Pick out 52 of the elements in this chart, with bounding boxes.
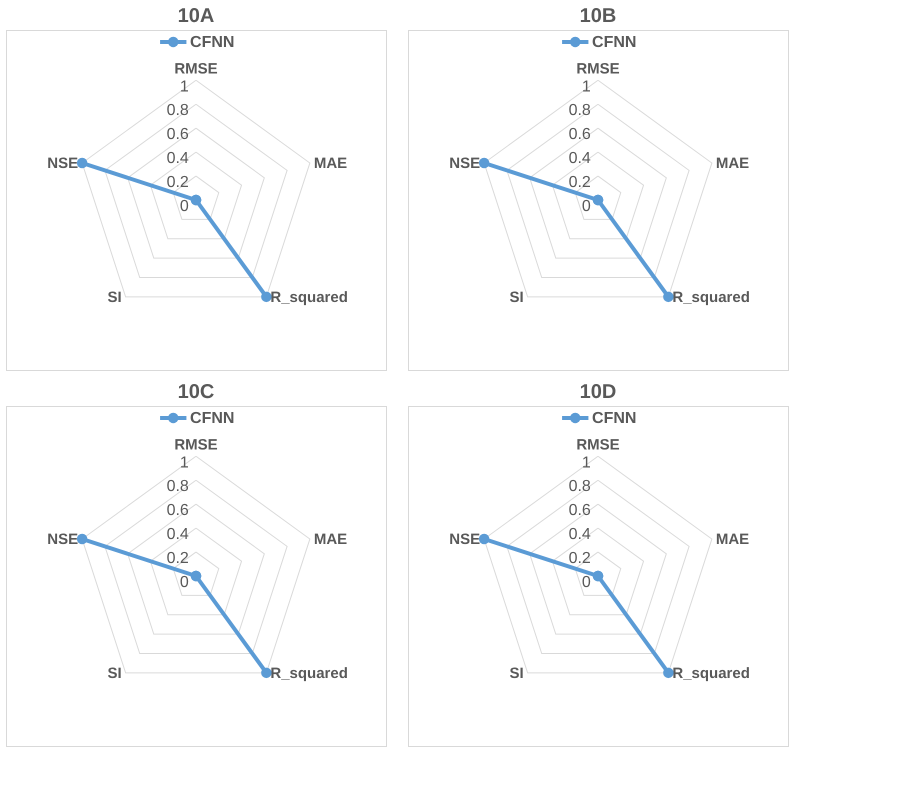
legend-label: CFNN xyxy=(592,410,636,427)
y-tick-label: 1 xyxy=(180,78,189,96)
spoke-label: MAE xyxy=(314,531,348,548)
spoke-label: MAE xyxy=(716,531,750,548)
spoke-label: NSE xyxy=(449,531,480,548)
spoke-label: R_squared xyxy=(672,664,750,682)
y-tick-label: 0.4 xyxy=(166,526,189,544)
y-tick-label: 0 xyxy=(180,198,189,215)
spoke-label: R_squared xyxy=(270,288,348,306)
spoke-label: R_squared xyxy=(270,664,348,682)
spoke-label: RMSE xyxy=(174,60,218,78)
spoke-label: R_squared xyxy=(672,288,750,306)
y-tick-label: 0.8 xyxy=(568,102,591,120)
legend-label: CFNN xyxy=(190,34,234,51)
y-tick-label: 0.4 xyxy=(568,150,591,168)
spoke-label: NSE xyxy=(47,155,78,172)
y-tick-label: 0.6 xyxy=(568,126,591,144)
y-tick-label: 1 xyxy=(180,454,189,472)
spoke-label: MAE xyxy=(314,155,348,172)
spoke-label: SI xyxy=(509,664,524,682)
spoke-label: SI xyxy=(509,288,524,306)
spoke-label: RMSE xyxy=(576,436,620,454)
chart-title: 10C xyxy=(178,381,214,403)
chart-title: 10B xyxy=(580,5,616,27)
spoke-label: NSE xyxy=(47,531,78,548)
spoke-label: RMSE xyxy=(174,436,218,454)
spoke-label: SI xyxy=(107,288,122,306)
y-tick-label: 1 xyxy=(582,78,591,96)
y-tick-label: 0.4 xyxy=(166,150,189,168)
y-tick-label: 0.2 xyxy=(166,174,189,192)
y-tick-label: 0 xyxy=(582,198,591,215)
y-tick-label: 0 xyxy=(180,574,189,591)
y-tick-label: 0.8 xyxy=(166,102,189,120)
y-tick-label: 1 xyxy=(582,454,591,472)
y-tick-label: 0.6 xyxy=(166,126,189,144)
legend-label: CFNN xyxy=(592,34,636,51)
y-tick-label: 0.2 xyxy=(568,550,591,568)
y-tick-label: 0.6 xyxy=(166,502,189,520)
chart-title: 10D xyxy=(580,381,616,403)
legend-label: CFNN xyxy=(190,410,234,427)
spoke-label: SI xyxy=(107,664,122,682)
y-tick-label: 0.4 xyxy=(568,526,591,544)
y-tick-label: 0 xyxy=(582,574,591,591)
chart-title: 10A xyxy=(178,5,214,27)
spoke-label: NSE xyxy=(449,155,480,172)
y-tick-label: 0.8 xyxy=(166,478,189,496)
spoke-label: MAE xyxy=(716,155,750,172)
y-tick-label: 0.2 xyxy=(166,550,189,568)
y-tick-label: 0.2 xyxy=(568,174,591,192)
y-tick-label: 0.8 xyxy=(568,478,591,496)
y-tick-label: 0.6 xyxy=(568,502,591,520)
spoke-label: RMSE xyxy=(576,60,620,78)
